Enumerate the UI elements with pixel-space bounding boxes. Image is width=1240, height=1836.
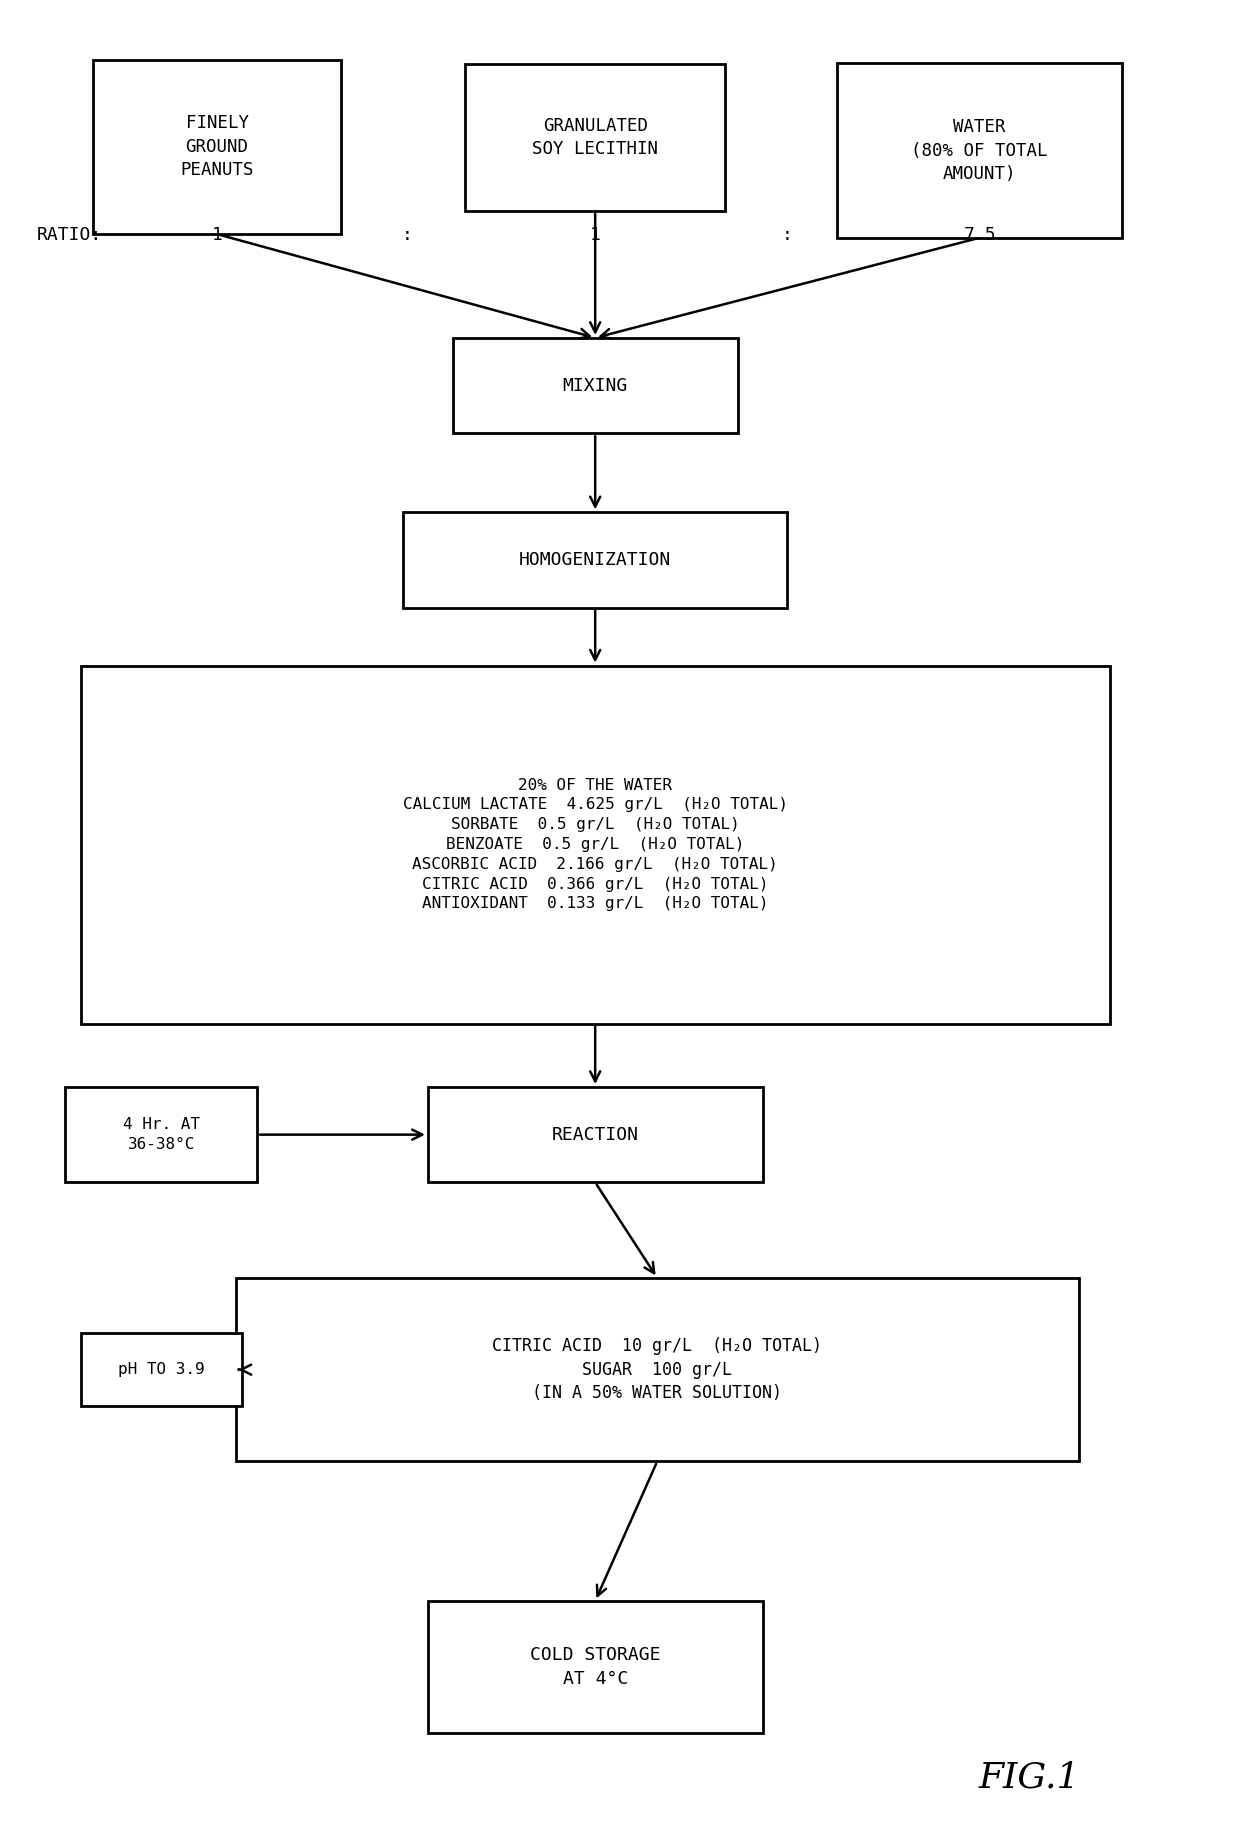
FancyBboxPatch shape: [465, 64, 725, 211]
FancyBboxPatch shape: [428, 1087, 763, 1182]
FancyBboxPatch shape: [81, 666, 1110, 1023]
Text: 20% OF THE WATER
CALCIUM LACTATE  4.625 gr/L  (H₂O TOTAL)
SORBATE  0.5 gr/L  (H₂: 20% OF THE WATER CALCIUM LACTATE 4.625 g…: [403, 778, 787, 911]
Text: WATER
(80% OF TOTAL
AMOUNT): WATER (80% OF TOTAL AMOUNT): [911, 118, 1048, 184]
Text: GRANULATED
SOY LECITHIN: GRANULATED SOY LECITHIN: [532, 118, 658, 158]
Text: 1: 1: [590, 226, 600, 244]
FancyBboxPatch shape: [837, 62, 1122, 237]
Text: 1: 1: [212, 226, 222, 244]
Text: FINELY
GROUND
PEANUTS: FINELY GROUND PEANUTS: [180, 114, 254, 180]
FancyBboxPatch shape: [403, 512, 787, 608]
Text: 4 Hr. AT
36-38°C: 4 Hr. AT 36-38°C: [123, 1118, 200, 1151]
FancyBboxPatch shape: [66, 1087, 258, 1182]
Text: REACTION: REACTION: [552, 1125, 639, 1144]
Text: FIG.1: FIG.1: [978, 1761, 1080, 1794]
Text: pH TO 3.9: pH TO 3.9: [118, 1362, 205, 1377]
Text: COLD STORAGE
AT 4°C: COLD STORAGE AT 4°C: [529, 1647, 661, 1687]
Text: HOMOGENIZATION: HOMOGENIZATION: [520, 551, 671, 569]
FancyBboxPatch shape: [453, 338, 738, 433]
FancyBboxPatch shape: [93, 59, 341, 233]
Text: MIXING: MIXING: [563, 376, 627, 395]
FancyBboxPatch shape: [81, 1333, 242, 1406]
Text: RATIO:: RATIO:: [37, 226, 103, 244]
FancyBboxPatch shape: [428, 1601, 763, 1733]
Text: CITRIC ACID  10 gr/L  (H₂O TOTAL)
SUGAR  100 gr/L
(IN A 50% WATER SOLUTION): CITRIC ACID 10 gr/L (H₂O TOTAL) SUGAR 10…: [492, 1337, 822, 1403]
Text: :: :: [782, 226, 792, 244]
Text: 7.5: 7.5: [963, 226, 996, 244]
Text: :: :: [402, 226, 412, 244]
FancyBboxPatch shape: [236, 1278, 1079, 1461]
